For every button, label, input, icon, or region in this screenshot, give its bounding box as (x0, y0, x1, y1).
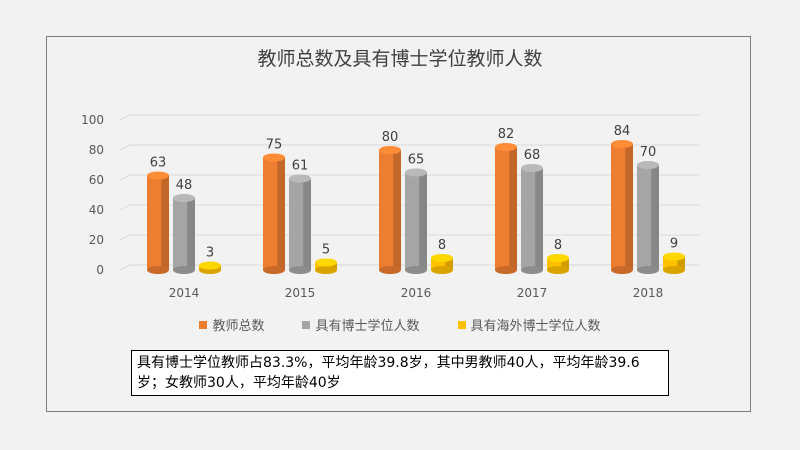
x-tick-label: 2015 (285, 286, 316, 300)
bar-base (379, 266, 401, 274)
bar-top (199, 261, 221, 270)
gridline-depth (119, 204, 131, 211)
bar-top (289, 174, 311, 183)
bar-top (379, 146, 401, 154)
y-tick-label: 0 (96, 263, 104, 277)
y-tick-label: 20 (89, 233, 104, 247)
bar-shade (419, 172, 427, 270)
bar-top (521, 164, 543, 172)
bar-top (147, 171, 169, 180)
bar-shade (535, 168, 543, 270)
x-tick-label: 2018 (633, 286, 664, 300)
legend-label: 教师总数 (212, 319, 265, 334)
bar-shade (393, 150, 401, 270)
bar-base (147, 266, 169, 274)
gridline-depth (119, 234, 131, 241)
bar-base (431, 266, 453, 274)
legend-item: 教师总数 (199, 315, 264, 334)
y-tick-label: 100 (81, 113, 104, 127)
bar-base (637, 266, 659, 274)
legend-swatch (302, 320, 311, 329)
legend-swatch (199, 320, 208, 329)
bar-top (547, 254, 569, 262)
bar-shade (161, 175, 169, 270)
bar-base (495, 266, 517, 274)
data-label: 70 (640, 145, 657, 160)
data-label: 82 (498, 127, 515, 142)
bar-shade (561, 258, 569, 270)
gridline-depth (119, 264, 131, 271)
x-tick-label: 2014 (169, 286, 200, 300)
chart-legend: 教师总数 具有博士学位人数 具有海外博士学位人数 (0, 315, 800, 334)
bar-shade (277, 157, 285, 270)
data-label: 75 (266, 138, 283, 153)
data-label: 68 (524, 148, 541, 163)
data-label: 65 (408, 153, 425, 168)
bar-top (263, 153, 285, 162)
bar-base (547, 266, 569, 274)
bar-shade (677, 256, 685, 270)
legend-label: 具有海外博士学位人数 (470, 319, 601, 334)
data-label: 3 (206, 246, 214, 261)
data-label: 61 (292, 159, 309, 174)
bar-shade (303, 178, 311, 270)
bar-top (663, 252, 685, 261)
bar-shade (651, 165, 659, 270)
data-label: 48 (176, 178, 193, 193)
bar-top (315, 258, 337, 267)
data-label: 5 (322, 243, 330, 258)
bar-base (663, 266, 685, 274)
data-label: 63 (150, 156, 167, 171)
legend-item: 具有海外博士学位人数 (457, 315, 601, 334)
legend-swatch (457, 320, 466, 329)
data-label: 8 (438, 238, 446, 253)
legend-label: 具有博士学位人数 (315, 319, 420, 334)
x-tick-label: 2017 (517, 286, 548, 300)
summary-text-box: 具有博士学位教师占83.3%，平均年龄39.8岁，其中男教师40人，平均年龄39… (131, 350, 669, 396)
gridline-depth (119, 114, 131, 121)
summary-text: 具有博士学位教师占83.3%，平均年龄39.8岁，其中男教师40人，平均年龄39… (137, 355, 640, 391)
data-label: 80 (382, 130, 399, 145)
x-tick-label: 2016 (401, 286, 432, 300)
bar-shade (625, 144, 633, 270)
bar-base (315, 266, 337, 274)
bar-shade (187, 198, 195, 270)
bar-top (173, 194, 195, 202)
bar-base (263, 266, 285, 274)
bar-top (611, 140, 633, 148)
bar-shade (445, 258, 453, 270)
bar-base (521, 266, 543, 274)
bar-top (637, 161, 659, 169)
bar-base (289, 266, 311, 274)
y-tick-label: 40 (89, 203, 104, 217)
chart-title: 教师总数及具有博士学位教师人数 (257, 48, 543, 70)
bar-base (173, 266, 195, 274)
bar-top (431, 254, 453, 262)
bar-top (405, 168, 427, 177)
data-label: 84 (614, 124, 631, 139)
bar-base (611, 266, 633, 274)
bar-top (495, 143, 517, 151)
bar-base (405, 266, 427, 274)
data-label: 8 (554, 238, 562, 253)
bar-shade (509, 147, 517, 270)
gridline-depth (119, 174, 131, 181)
bar-shade (329, 262, 337, 270)
y-tick-label: 60 (89, 173, 104, 187)
legend-item: 具有博士学位人数 (302, 315, 420, 334)
data-label: 9 (670, 237, 678, 252)
gridline-depth (119, 144, 131, 151)
y-tick-label: 80 (89, 143, 104, 157)
